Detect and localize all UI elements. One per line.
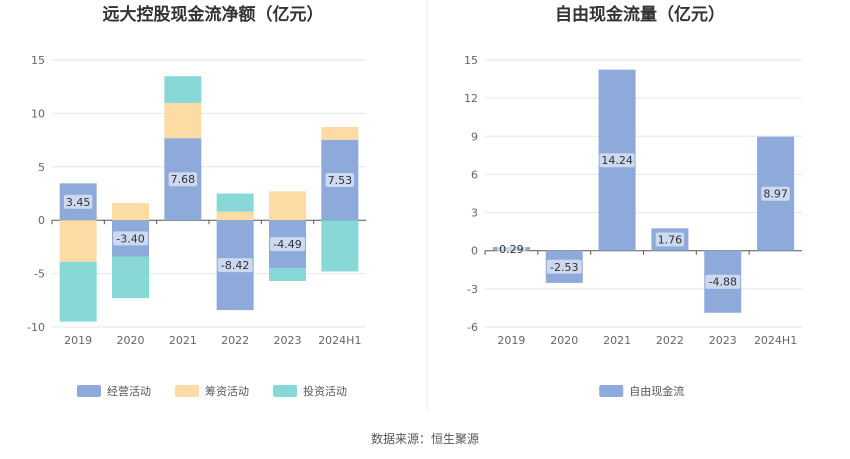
bar-2023-筹资活动: [269, 191, 306, 221]
data-label-bg: [655, 232, 685, 247]
x-tick-label: 2020: [117, 334, 145, 347]
x-tick-label: 2024H1: [318, 334, 361, 347]
y-tick-label: -3: [467, 283, 478, 296]
legend-swatch[interactable]: [77, 385, 101, 397]
data-label: -3.40: [116, 232, 144, 245]
data-label: 1.76: [658, 234, 683, 247]
bar-2019-筹资活动: [59, 220, 97, 262]
y-tick-label: 0: [38, 214, 45, 227]
legend: 经营活动 筹资活动 投资活动: [77, 384, 347, 398]
legend-swatch[interactable]: [599, 385, 624, 397]
data-labels: 0.29 -2.53 14.24 1.76 -4.88 8.97: [497, 153, 790, 289]
y-tick-label: -10: [27, 321, 45, 334]
data-label-bg: [325, 172, 355, 187]
x-tick-label: 2022: [656, 334, 684, 347]
data-labels: 3.45 -3.40 7.68 -8.42 -4.49 7.53: [63, 172, 355, 273]
legend: 自由现金流: [599, 384, 684, 398]
x-tick-label: 2022: [221, 334, 249, 347]
bar-2022-筹资活动: [216, 211, 254, 221]
bar-2021-筹资活动: [164, 102, 202, 139]
y-tick-label: 12: [464, 92, 478, 105]
data-label-bg: [761, 186, 790, 201]
y-tick-label: 10: [31, 107, 45, 120]
data-label: -4.88: [709, 276, 737, 289]
x-tick-label: 2023: [709, 334, 737, 347]
y-tick-label: -6: [467, 321, 478, 334]
data-label: 7.53: [328, 174, 353, 187]
bar-2024H1-投资活动: [321, 220, 359, 272]
data-label: 3.45: [66, 196, 91, 209]
legend-label[interactable]: 筹资活动: [205, 384, 249, 398]
bar-2022-投资活动: [216, 193, 254, 212]
bar-2020-筹资活动: [112, 203, 149, 221]
data-label-bg: [217, 258, 253, 273]
x-tick-label: 2021: [603, 334, 631, 347]
bar-2020-投资活动: [112, 256, 149, 299]
data-label-bg: [168, 172, 198, 187]
grid-lines: [51, 59, 366, 328]
data-label: -2.53: [550, 261, 578, 274]
x-tick-label: 2019: [497, 334, 525, 347]
y-tick-label: 3: [471, 207, 478, 220]
chart-title-cash-flow-net: 远大控股现金流净额（亿元）: [103, 4, 324, 25]
y-axis-ticks: 15 10 5 0 -5 -10: [27, 54, 45, 334]
bars: [492, 69, 795, 313]
y-tick-label: 5: [38, 161, 45, 174]
y-tick-label: 6: [471, 168, 478, 181]
legend-swatch[interactable]: [273, 385, 297, 397]
data-label: -8.42: [221, 259, 249, 272]
x-tick-label: 2021: [169, 334, 197, 347]
data-label: 0.29: [499, 243, 524, 256]
x-tick-label: 2020: [550, 334, 578, 347]
data-label-bg: [497, 241, 526, 256]
chart-title-free-cash-flow: 自由现金流量（亿元）: [555, 4, 725, 25]
y-tick-label: 0: [471, 245, 478, 258]
y-tick-label: -5: [34, 268, 45, 281]
y-tick-label: 15: [464, 54, 478, 67]
bar-2021-投资活动: [164, 76, 202, 103]
bar-2019-投资活动: [59, 261, 97, 322]
data-label: -4.49: [273, 238, 301, 251]
data-label-bg: [546, 259, 582, 274]
data-label-bg: [270, 237, 305, 252]
legend-label[interactable]: 投资活动: [303, 384, 347, 398]
data-label: 14.24: [601, 154, 633, 167]
data-label-bg: [599, 153, 635, 168]
x-tick-label: 2023: [274, 334, 302, 347]
cash-flow-net-chart: 远大控股现金流净额（亿元） 3.45 -3.40 7.68 -8.42 -4.49 7.5…: [27, 4, 366, 398]
x-axis-ticks: 2019 2020 2021 2022 2023 2024H1: [497, 334, 797, 347]
y-tick-label: 15: [31, 54, 45, 67]
grid-lines: [484, 59, 802, 328]
bar-2024H1-筹资活动: [321, 126, 359, 140]
x-axis-ticks: 2019 2020 2021 2022 2023 2024H1: [64, 334, 361, 347]
data-label: 8.97: [763, 188, 788, 201]
bar-2023-投资活动: [269, 268, 306, 281]
x-tick-label: 2024H1: [754, 334, 797, 347]
y-axis-ticks: 15 12 9 6 3 0 -3 -6: [464, 54, 478, 334]
data-label: 7.68: [171, 173, 196, 186]
legend-label[interactable]: 经营活动: [107, 384, 151, 398]
data-label-bg: [705, 274, 741, 289]
legend-swatch[interactable]: [175, 385, 199, 397]
data-label-bg: [113, 231, 148, 246]
data-label-bg: [63, 194, 93, 209]
data-source-note: 数据来源：恒生聚源: [371, 431, 479, 446]
y-tick-label: 9: [471, 130, 478, 143]
x-tick-label: 2019: [64, 334, 92, 347]
legend-label[interactable]: 自由现金流: [629, 384, 684, 398]
free-cash-flow-chart: 自由现金流量（亿元） 0.29 -2.53 14.24 1.76 -4.88 8.97 1…: [464, 4, 802, 398]
